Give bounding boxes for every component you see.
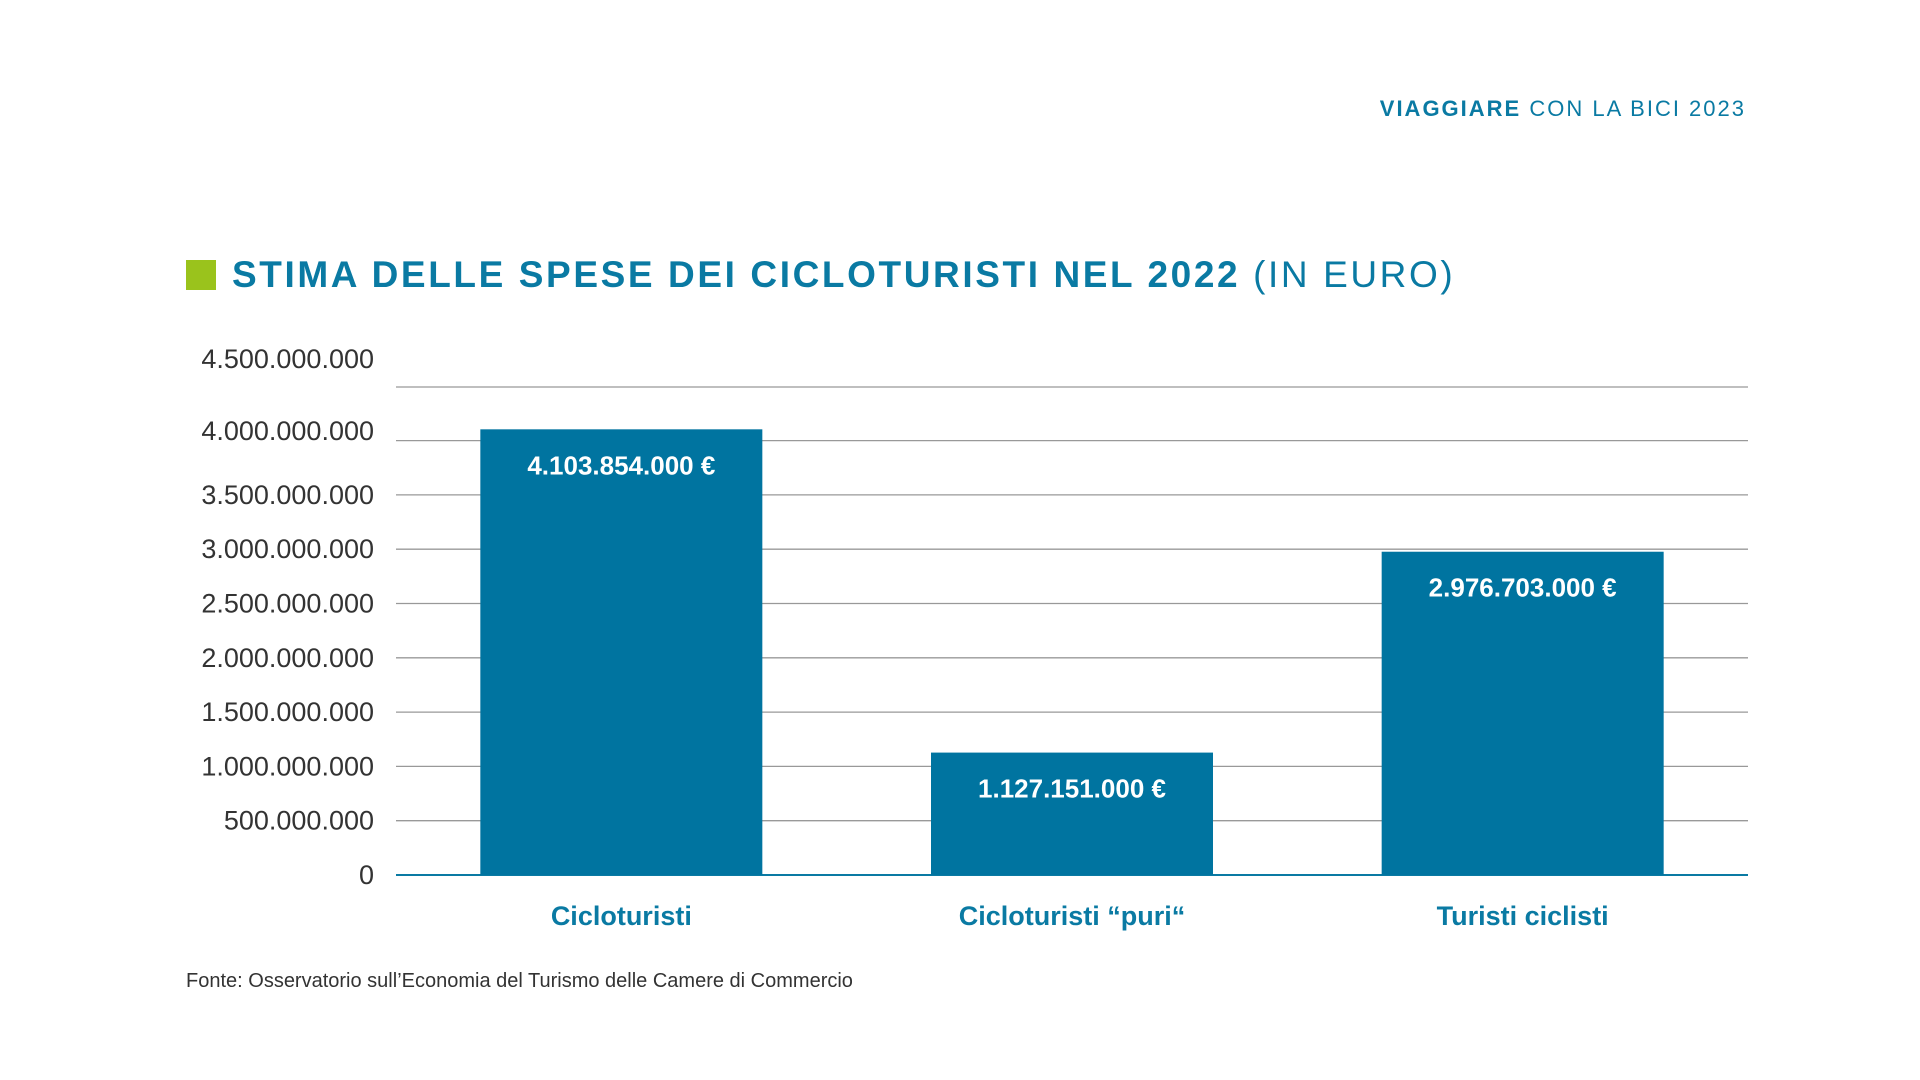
x-category-label: Cicloturisti: [551, 901, 692, 931]
bars-layer: 4.103.854.000 € 1.127.151.000 € 2.976.703.…: [480, 429, 1664, 875]
y-tick-label: 1.000.000.000: [201, 751, 374, 781]
y-tick-label: 0: [359, 860, 374, 890]
report-header-strong: VIAGGIARE: [1379, 96, 1522, 121]
x-category-label: Turisti ciclisti: [1437, 901, 1609, 931]
report-header: VIAGGIARE CON LA BICI 2023: [1380, 96, 1746, 122]
y-tick-label: 2.000.000.000: [201, 643, 374, 673]
chart-title: STIMA DELLE SPESE DEI CICLOTURISTI NEL 2…: [232, 254, 1455, 296]
source-note: Fonte: Osservatorio sull’Economia del Tu…: [186, 970, 853, 992]
chart-title-row: STIMA DELLE SPESE DEI CICLOTURISTI NEL 2…: [186, 254, 1455, 296]
y-axis-ticks: 0 500.000.000 1.000.000.000 1.500.000.000 2.…: [201, 344, 374, 890]
bar-value-label: 4.103.854.000 €: [527, 450, 715, 480]
chart-title-rest: (IN EURO): [1240, 254, 1456, 295]
x-axis-labels: Cicloturisti Cicloturisti “puri“ Turisti c…: [551, 901, 1609, 931]
chart-title-strong: STIMA DELLE SPESE DEI CICLOTURISTI NEL 2…: [232, 254, 1241, 295]
y-tick-label: 4.000.000.000: [201, 416, 374, 446]
bar: [480, 429, 763, 875]
bar-value-label: 2.976.703.000 €: [1429, 573, 1617, 603]
y-tick-label: 1.500.000.000: [201, 697, 374, 727]
bar-value-label: 1.127.151.000 €: [978, 774, 1166, 804]
y-tick-label: 500.000.000: [224, 806, 374, 836]
bar: [931, 752, 1213, 875]
y-tick-label: 3.500.000.000: [201, 480, 374, 510]
report-header-rest: CON LA BICI 2023: [1521, 96, 1746, 121]
y-tick-label: 4.500.000.000: [201, 344, 374, 374]
bar: [1381, 551, 1664, 875]
y-tick-label: 2.500.000.000: [201, 589, 374, 619]
title-square-icon: [186, 260, 216, 290]
x-category-label: Cicloturisti “puri“: [959, 901, 1186, 931]
y-tick-label: 3.000.000.000: [201, 534, 374, 564]
